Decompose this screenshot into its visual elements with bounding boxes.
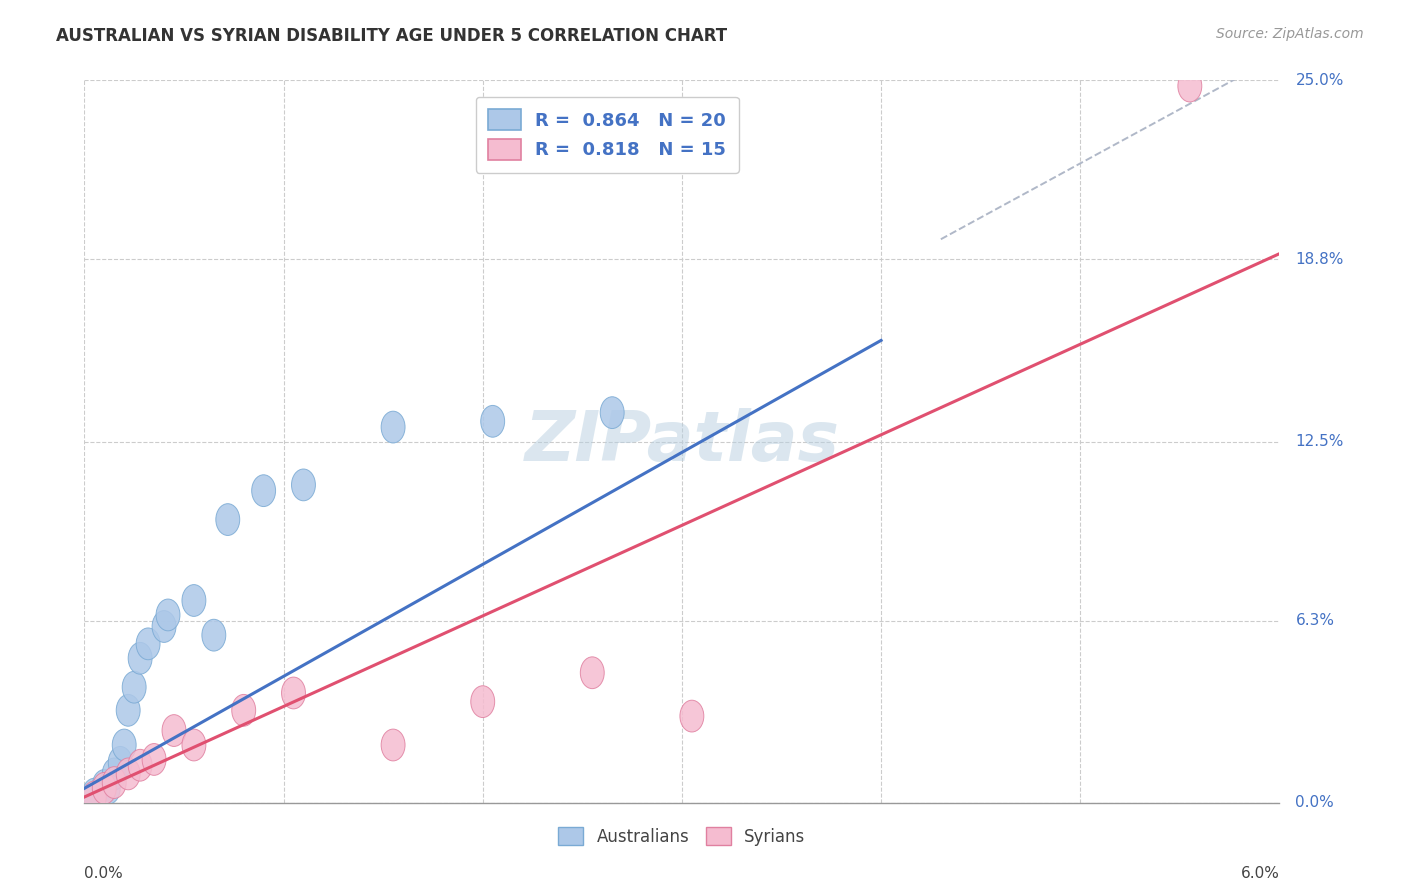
Ellipse shape — [581, 657, 605, 689]
Ellipse shape — [128, 749, 152, 781]
Ellipse shape — [112, 729, 136, 761]
Ellipse shape — [681, 700, 704, 732]
Text: ZIPatlas: ZIPatlas — [524, 408, 839, 475]
Ellipse shape — [162, 714, 186, 747]
Text: 6.3%: 6.3% — [1295, 613, 1334, 628]
Ellipse shape — [252, 475, 276, 507]
Ellipse shape — [142, 744, 166, 775]
Ellipse shape — [93, 770, 117, 801]
Ellipse shape — [181, 729, 205, 761]
Ellipse shape — [152, 611, 176, 642]
Ellipse shape — [103, 758, 127, 789]
Ellipse shape — [93, 772, 117, 805]
Ellipse shape — [232, 694, 256, 726]
Ellipse shape — [96, 772, 121, 805]
Text: 0.0%: 0.0% — [1295, 796, 1334, 810]
Ellipse shape — [600, 397, 624, 428]
Ellipse shape — [381, 411, 405, 443]
Text: AUSTRALIAN VS SYRIAN DISABILITY AGE UNDER 5 CORRELATION CHART: AUSTRALIAN VS SYRIAN DISABILITY AGE UNDE… — [56, 27, 727, 45]
Ellipse shape — [291, 469, 315, 500]
Ellipse shape — [202, 619, 226, 651]
Text: 12.5%: 12.5% — [1295, 434, 1344, 449]
Ellipse shape — [117, 758, 141, 789]
Legend: Australians, Syrians: Australians, Syrians — [551, 821, 813, 852]
Text: 6.0%: 6.0% — [1240, 866, 1279, 881]
Ellipse shape — [481, 405, 505, 437]
Ellipse shape — [381, 729, 405, 761]
Ellipse shape — [156, 599, 180, 631]
Ellipse shape — [83, 781, 107, 813]
Text: 0.0%: 0.0% — [84, 866, 124, 881]
Ellipse shape — [128, 642, 152, 674]
Ellipse shape — [117, 694, 141, 726]
Ellipse shape — [83, 778, 107, 810]
Ellipse shape — [1178, 70, 1202, 102]
Ellipse shape — [108, 747, 132, 778]
Ellipse shape — [281, 677, 305, 709]
Ellipse shape — [122, 672, 146, 703]
Ellipse shape — [181, 584, 205, 616]
Ellipse shape — [136, 628, 160, 660]
Text: 18.8%: 18.8% — [1295, 252, 1344, 267]
Ellipse shape — [103, 767, 127, 798]
Ellipse shape — [471, 686, 495, 717]
Text: 25.0%: 25.0% — [1295, 73, 1344, 87]
Ellipse shape — [217, 504, 240, 535]
Text: Source: ZipAtlas.com: Source: ZipAtlas.com — [1216, 27, 1364, 41]
Y-axis label: Disability Age Under 5: Disability Age Under 5 — [0, 356, 7, 527]
